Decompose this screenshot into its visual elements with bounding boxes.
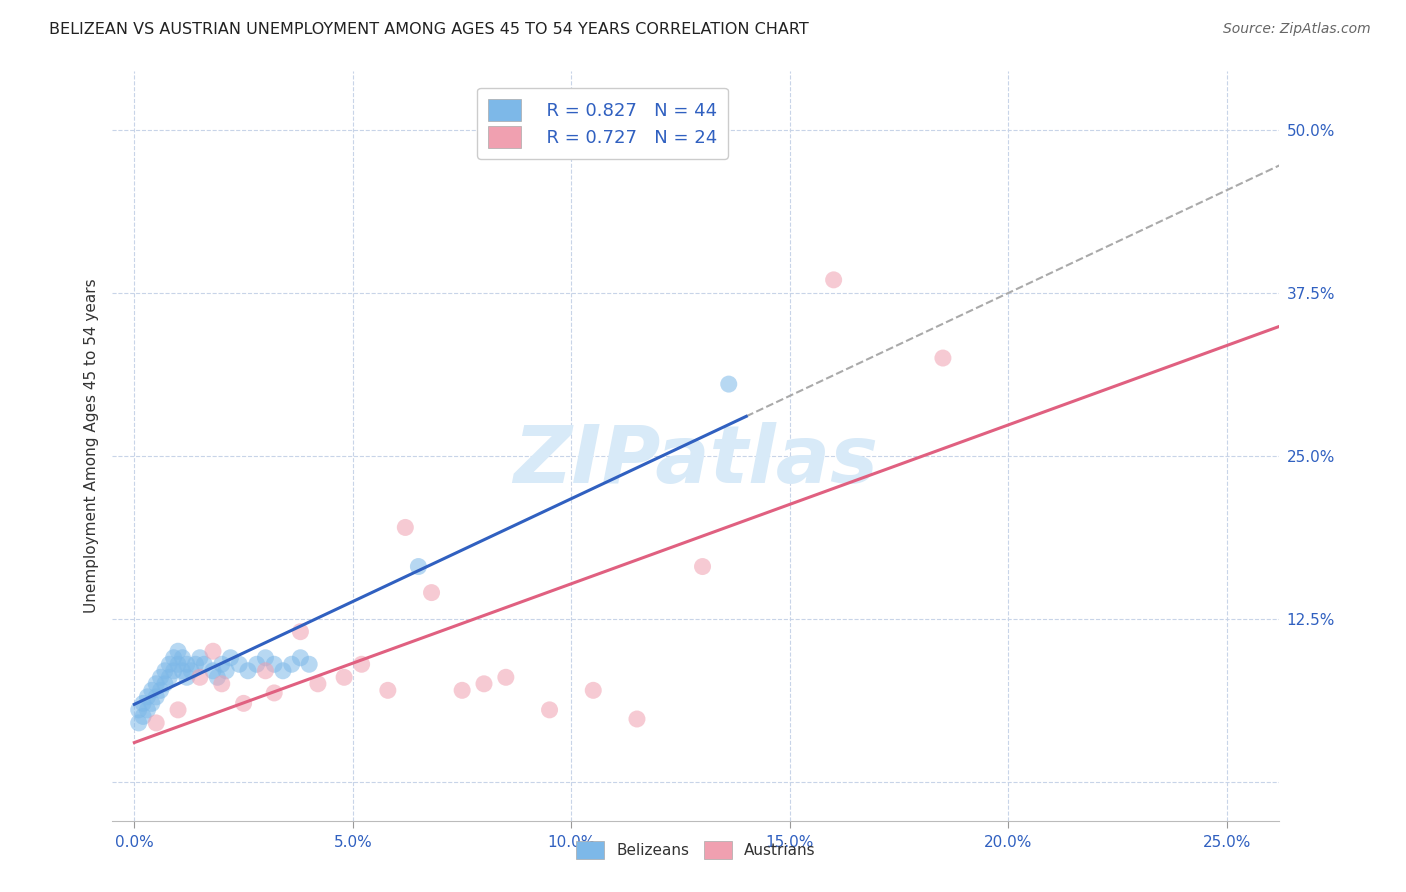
Point (254, 664, 277, 678)
Point (280, 657, 302, 672)
Point (254, 650, 277, 665)
Point (184, 657, 207, 672)
Point (167, 657, 190, 672)
Point (145, 677, 167, 691)
Point (307, 677, 329, 691)
Point (219, 650, 242, 665)
Point (141, 683, 163, 698)
Point (153, 664, 176, 678)
Point (538, 703, 561, 717)
Point (692, 559, 714, 574)
Point (333, 670, 356, 684)
Point (172, 664, 194, 678)
Point (717, 377, 740, 392)
Point (290, 624, 312, 639)
Point (394, 520, 416, 534)
Point (298, 657, 321, 672)
Point (271, 664, 294, 678)
Point (823, 273, 845, 287)
Point (136, 703, 159, 717)
Text: BELIZEAN VS AUSTRIAN UNEMPLOYMENT AMONG AGES 45 TO 54 YEARS CORRELATION CHART: BELIZEAN VS AUSTRIAN UNEMPLOYMENT AMONG … (49, 22, 808, 37)
Point (128, 703, 150, 717)
Point (188, 650, 211, 665)
Point (472, 677, 495, 691)
Point (167, 703, 190, 717)
Point (176, 670, 198, 684)
Point (149, 670, 172, 684)
Point (201, 644, 224, 658)
Point (157, 670, 180, 684)
Text: ZIPatlas: ZIPatlas (513, 422, 879, 500)
Point (180, 664, 202, 678)
Point (215, 664, 238, 678)
Point (408, 559, 430, 574)
Point (377, 683, 399, 698)
Point (193, 657, 215, 672)
Point (145, 715, 167, 730)
Point (149, 683, 172, 698)
Point (145, 690, 167, 704)
Point (495, 670, 517, 684)
Point (350, 657, 373, 672)
Point (188, 670, 211, 684)
Point (141, 697, 163, 711)
Point (132, 697, 155, 711)
Point (420, 585, 443, 599)
Point (153, 677, 176, 691)
Point (136, 690, 159, 704)
Point (232, 697, 254, 711)
Point (207, 670, 229, 684)
Point (163, 664, 186, 678)
Point (236, 664, 259, 678)
Point (228, 657, 250, 672)
Text: Source: ZipAtlas.com: Source: ZipAtlas.com (1223, 22, 1371, 37)
Point (246, 657, 269, 672)
Point (172, 650, 194, 665)
Point (163, 650, 186, 665)
Point (211, 657, 233, 672)
Point (451, 683, 474, 698)
Point (626, 712, 648, 726)
Point (582, 683, 605, 698)
Point (211, 677, 233, 691)
Point (263, 657, 285, 672)
Point (932, 351, 955, 365)
Y-axis label: Unemployment Among Ages 45 to 54 years: Unemployment Among Ages 45 to 54 years (83, 278, 98, 614)
Point (167, 644, 190, 658)
Point (201, 664, 224, 678)
Legend: Belizeans, Austrians: Belizeans, Austrians (571, 835, 821, 865)
Point (176, 657, 198, 672)
Point (132, 709, 155, 723)
Point (290, 650, 312, 665)
Point (157, 657, 180, 672)
Point (128, 715, 150, 730)
Point (263, 686, 285, 700)
